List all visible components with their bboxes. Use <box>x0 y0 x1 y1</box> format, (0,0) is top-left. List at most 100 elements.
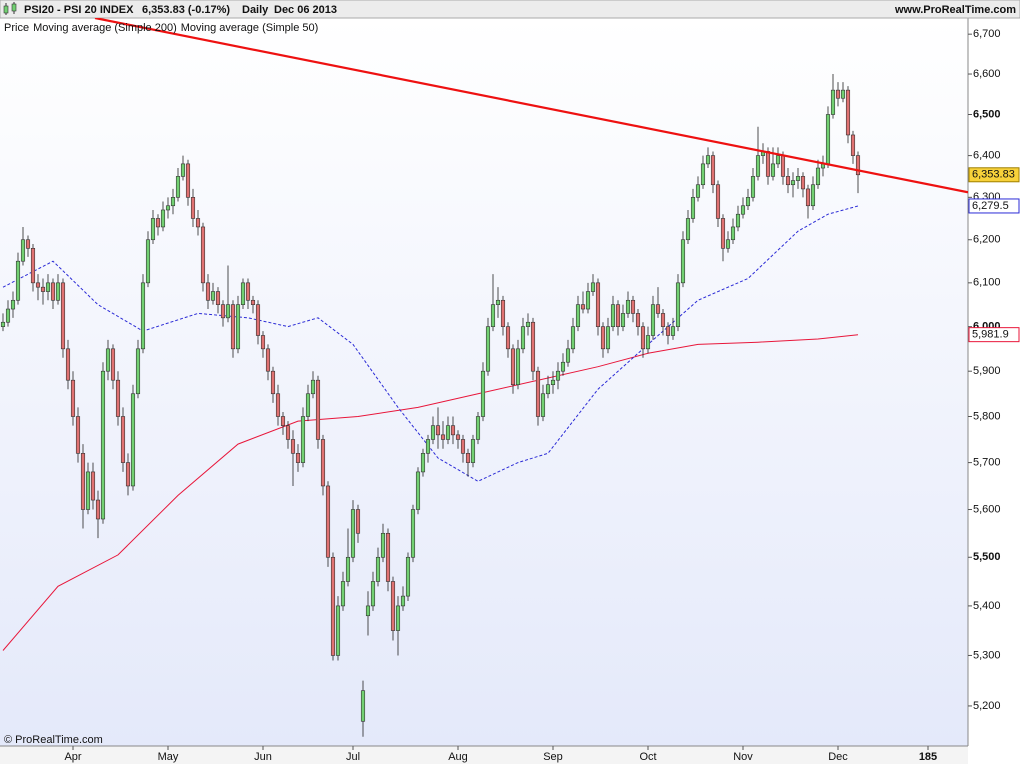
candle-body <box>585 291 591 310</box>
candle-body <box>655 304 661 314</box>
candle-body <box>130 393 136 487</box>
candle-body <box>115 379 121 417</box>
candle-body <box>455 434 461 440</box>
candle-body <box>775 155 781 165</box>
candle-body <box>770 163 776 177</box>
candle-body <box>375 556 381 582</box>
candle-body <box>750 176 756 198</box>
x-tick-label: Nov <box>733 751 753 763</box>
y-tick-label: 6,500 <box>973 108 1001 120</box>
candle-body <box>210 291 216 301</box>
candle-body <box>350 509 356 558</box>
candle-body <box>665 326 671 336</box>
candle-body <box>660 313 666 327</box>
x-tick-label: Aug <box>448 751 468 763</box>
candle-body <box>45 282 51 292</box>
candle-body <box>575 304 581 327</box>
candle-body <box>380 532 386 558</box>
x-tick-label: Jun <box>254 751 272 763</box>
candle-body <box>195 218 201 228</box>
candle-body <box>280 416 286 426</box>
candle-body <box>505 326 511 350</box>
candle-body <box>645 335 651 350</box>
candle-body <box>465 453 471 463</box>
y-tick-label: 5,700 <box>973 457 1001 469</box>
candle-body <box>140 282 146 350</box>
candle-body <box>220 304 226 319</box>
candle-body <box>445 425 451 440</box>
candle-body <box>315 379 321 440</box>
y-tick-label: 6,600 <box>973 68 1001 80</box>
candle-body <box>105 348 111 372</box>
x-tick-label: 185 <box>919 751 937 763</box>
moving-average-line <box>2 205 859 482</box>
candle-body <box>800 176 806 190</box>
last-value-label: 5,981.9 <box>972 329 1009 341</box>
x-tick-label: Oct <box>639 751 656 763</box>
candle-body <box>565 348 571 363</box>
y-tick-label: 6,200 <box>973 234 1001 246</box>
subtitle: 6,353.83 (-0.17%) <box>142 4 230 16</box>
candle-body <box>490 304 496 327</box>
header-bar <box>0 0 1020 19</box>
candle-body <box>290 439 296 454</box>
candle-body <box>725 239 731 249</box>
y-tick-label: 5,900 <box>973 365 1001 377</box>
candle-body <box>90 471 96 501</box>
candle-body <box>330 556 336 656</box>
candle-body <box>385 532 391 582</box>
candle-body <box>670 326 676 336</box>
candle-body <box>500 299 506 327</box>
x-tick-label: May <box>158 751 179 763</box>
candle-body <box>540 393 546 417</box>
candle-body <box>650 304 656 336</box>
candle-body <box>20 239 26 262</box>
y-tick-label: 5,200 <box>973 700 1001 712</box>
candle-body <box>495 299 501 305</box>
candle-body <box>155 218 161 228</box>
candle-body <box>260 335 266 350</box>
candle-body <box>40 286 46 292</box>
candle-body <box>680 239 686 284</box>
y-tick-label: 5,600 <box>973 503 1001 515</box>
candle-body <box>205 282 211 301</box>
candle-body <box>160 209 166 228</box>
candle-body <box>55 282 61 301</box>
y-tick-label: 6,400 <box>973 149 1001 161</box>
candle-body <box>175 176 181 198</box>
title: PSI20 - PSI 20 INDEX <box>24 4 134 16</box>
candle-body <box>835 89 841 99</box>
candle-body <box>250 299 256 305</box>
candle-body <box>520 326 526 350</box>
candle-body <box>335 605 341 656</box>
candle-body <box>120 416 126 463</box>
candle-body <box>80 453 86 510</box>
candle-body <box>340 581 346 607</box>
candle-body <box>85 471 91 510</box>
candle-body <box>450 425 456 436</box>
candle-body <box>400 595 406 607</box>
candle-body <box>530 321 536 372</box>
candle-body <box>170 197 176 207</box>
candle-body <box>635 313 641 327</box>
y-tick-label: 5,300 <box>973 649 1001 661</box>
candle-body <box>515 348 521 386</box>
candle-body <box>215 291 221 305</box>
candle-body <box>305 393 311 417</box>
candle-body <box>415 471 421 510</box>
candle-body <box>785 176 791 186</box>
candle-body <box>405 556 411 597</box>
y-tick-label: 5,400 <box>973 600 1001 612</box>
candle-body <box>410 509 416 558</box>
candle-body <box>255 304 261 336</box>
candle-body <box>345 556 351 582</box>
candle-body <box>525 321 531 327</box>
candle-body <box>545 384 551 395</box>
candle-body <box>270 370 276 395</box>
candle-body <box>600 326 606 350</box>
candle-body <box>475 416 481 440</box>
candle-body <box>60 282 66 350</box>
y-tick-label: 6,100 <box>973 277 1001 289</box>
candle-body <box>50 282 56 301</box>
